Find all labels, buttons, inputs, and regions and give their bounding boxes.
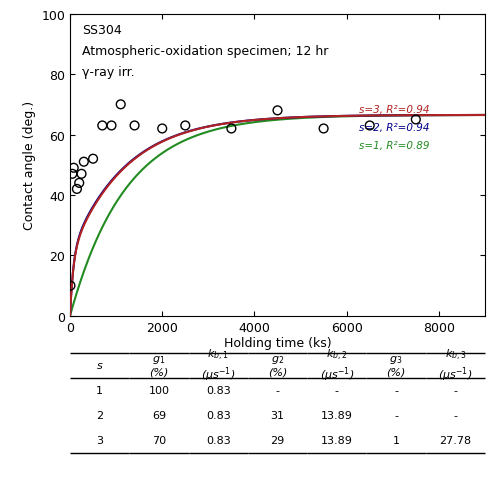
Point — [366, 122, 374, 130]
Point — [73, 185, 81, 193]
Text: s=2, R²=0.94: s=2, R²=0.94 — [359, 122, 430, 133]
Point — [89, 156, 97, 163]
Text: γ-ray irr.: γ-ray irr. — [82, 66, 135, 79]
Point — [66, 282, 74, 290]
Text: SS304: SS304 — [82, 24, 122, 37]
Y-axis label: Contact angle (deg.): Contact angle (deg.) — [22, 101, 36, 230]
Text: Atmospheric-oxidation specimen; 12 hr: Atmospheric-oxidation specimen; 12 hr — [82, 45, 329, 58]
Point — [130, 122, 138, 130]
Point — [182, 122, 190, 130]
Point — [320, 125, 328, 133]
Point — [228, 125, 235, 133]
Point — [98, 122, 106, 130]
Point — [108, 122, 116, 130]
Point — [78, 170, 86, 178]
Point — [68, 170, 76, 178]
Point — [80, 159, 88, 166]
Point — [274, 107, 281, 115]
Point — [70, 164, 78, 172]
Point — [412, 116, 420, 124]
X-axis label: Holding time (ks): Holding time (ks) — [224, 337, 332, 350]
Point — [116, 101, 124, 109]
Point — [158, 125, 166, 133]
Text: s=3, R²=0.94: s=3, R²=0.94 — [359, 104, 430, 115]
Point — [75, 180, 83, 187]
Text: s=1, R²=0.89: s=1, R²=0.89 — [359, 141, 430, 151]
